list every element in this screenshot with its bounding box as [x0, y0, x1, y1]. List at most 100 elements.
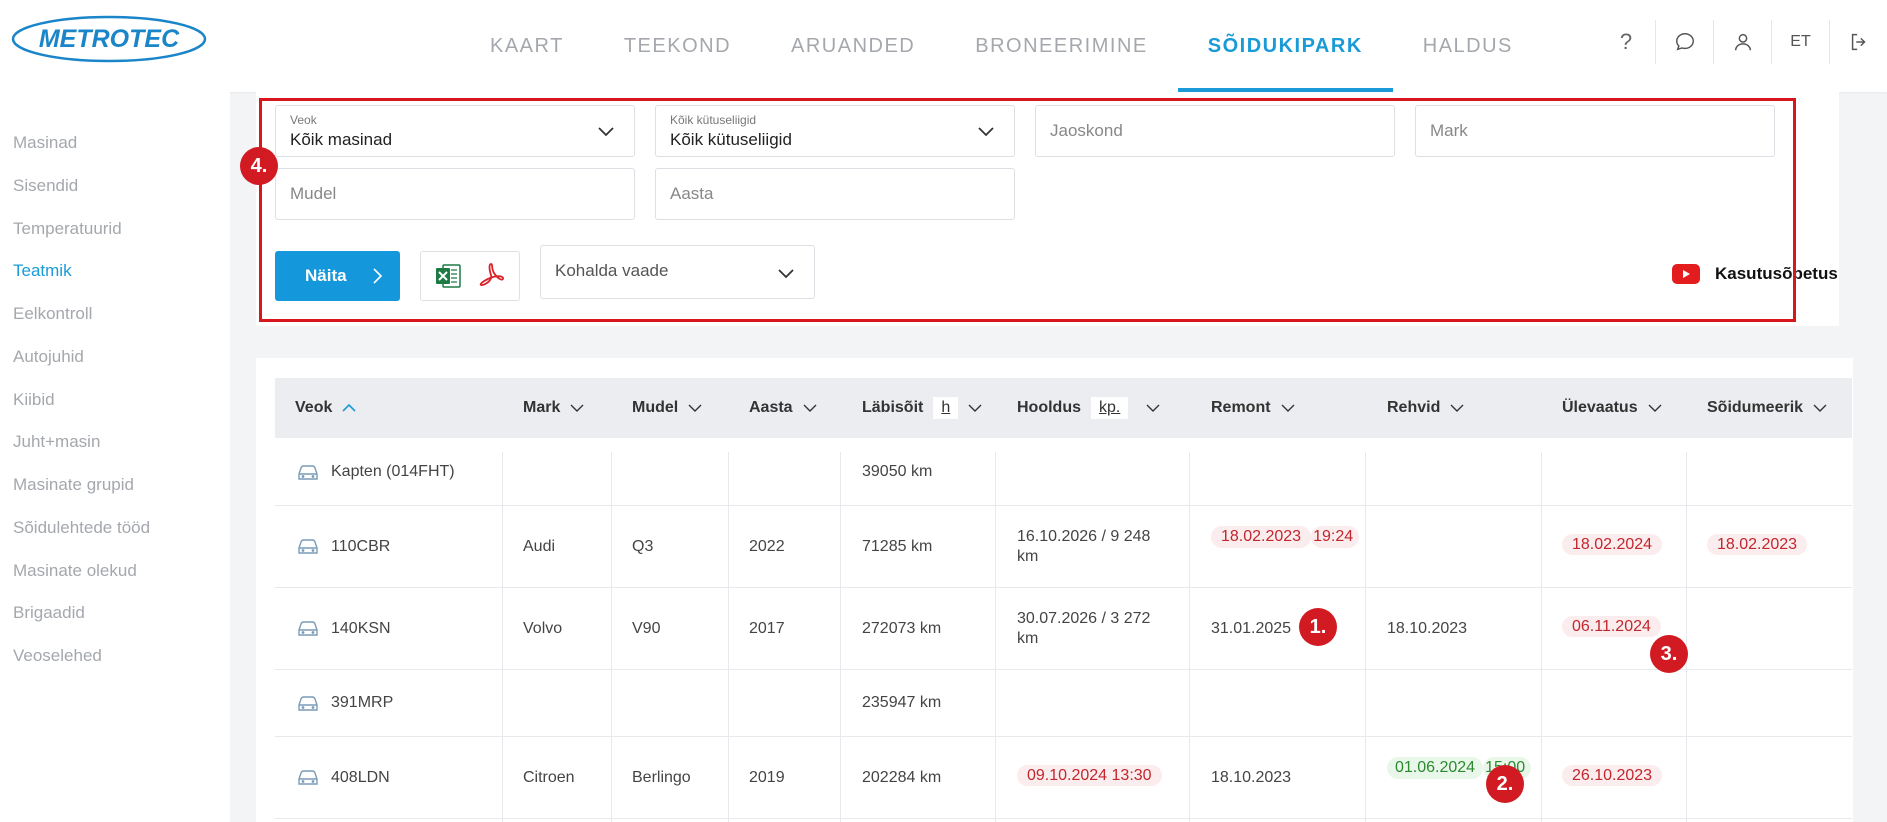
chat-icon[interactable]	[1655, 20, 1713, 64]
row-4-aasta: 2019	[749, 769, 785, 786]
sidebar-item-teatmik[interactable]: Teatmik	[13, 261, 72, 280]
row-0-veok[interactable]: Kapten (014FHT)	[331, 463, 455, 480]
row-1-ulevaatus: 18.02.2024	[1562, 534, 1663, 555]
nav-broneerimine[interactable]: BRONEERIMINE	[975, 34, 1148, 57]
row-2-veok[interactable]: 140KSN	[331, 620, 391, 637]
table-header	[275, 378, 1852, 438]
chevron-down-icon	[978, 127, 994, 137]
chevron-down-icon	[803, 404, 817, 412]
col-header-hooldus[interactable]: Hooldus kp.	[1017, 378, 1160, 438]
tutorial-link[interactable]: Kasutusõpetus	[1672, 264, 1838, 284]
nav-aruanded[interactable]: ARUANDED	[791, 34, 916, 57]
col-header-mark[interactable]: Mark	[523, 378, 584, 438]
car-icon	[298, 696, 318, 711]
sidebar-item-masinate-olekud[interactable]: Masinate olekud	[13, 561, 137, 580]
fuel-type-label: Kõik kütuseliigid	[670, 113, 757, 127]
col-divider	[1189, 452, 1190, 822]
metrotec-logo[interactable]: METROTEC	[10, 14, 208, 64]
col-header-aasta-label: Aasta	[749, 399, 793, 416]
language-selector[interactable]: ET	[1771, 20, 1829, 64]
col-header-aasta[interactable]: Aasta	[749, 378, 817, 438]
pdf-export-icon[interactable]	[476, 261, 506, 291]
sidebar-item-masinad[interactable]: Masinad	[13, 133, 78, 152]
col-header-rehvid-label: Rehvid	[1387, 399, 1441, 416]
chevron-down-icon	[968, 404, 982, 412]
nav-soidukipark[interactable]: SÕIDUKIPARK	[1177, 0, 1393, 92]
col-header-remont[interactable]: Remont	[1211, 378, 1295, 438]
view-select-value: Kohalda vaade	[555, 261, 669, 280]
col-divider	[840, 452, 841, 822]
row-divider	[275, 736, 1852, 737]
chevron-up-icon	[342, 403, 356, 412]
annotation-badge-2: 2.	[1486, 765, 1524, 803]
car-icon	[298, 465, 318, 480]
mark-placeholder: Mark	[1430, 121, 1468, 140]
row-2-rehvid: 18.10.2023	[1387, 620, 1468, 637]
row-4-remont: 18.10.2023	[1211, 769, 1292, 786]
view-select[interactable]: Kohalda vaade	[540, 245, 815, 299]
row-4-veok[interactable]: 408LDN	[331, 769, 390, 786]
sidebar-item-autojuhid[interactable]: Autojuhid	[13, 347, 84, 366]
col-header-rehvid[interactable]: Rehvid	[1387, 378, 1464, 438]
car-icon	[298, 539, 318, 554]
show-button[interactable]: Näita	[275, 251, 400, 301]
row-2-ulevaatus: 06.11.2024	[1562, 616, 1661, 637]
col-header-ulevaatus[interactable]: Ülevaatus	[1562, 378, 1662, 438]
sidebar-item-temperatuurid[interactable]: Temperatuurid	[13, 219, 122, 238]
col-header-mark-label: Mark	[523, 399, 561, 416]
col-header-remont-label: Remont	[1211, 399, 1271, 416]
row-1-mudel: Q3	[632, 538, 654, 555]
labisoit-unit-toggle[interactable]: h	[933, 397, 959, 419]
row-1-veok[interactable]: 110CBR	[331, 538, 391, 555]
col-header-mudel[interactable]: Mudel	[632, 378, 702, 438]
sidebar-item-brigaadid[interactable]: Brigaadid	[13, 603, 85, 622]
logout-icon[interactable]	[1829, 20, 1887, 64]
chevron-down-icon	[1450, 404, 1464, 412]
row-3-labisoit: 235947 km	[862, 694, 942, 711]
sidebar-item-masinate-grupid[interactable]: Masinate grupid	[13, 475, 134, 494]
col-header-veok[interactable]: Veok	[295, 378, 356, 438]
col-divider	[995, 452, 996, 822]
row-4-mudel: Berlingo	[632, 769, 691, 786]
veok-select[interactable]: Veok Kõik masinad	[275, 105, 635, 157]
sidebar-item-veoselehed[interactable]: Veoselehed	[13, 646, 102, 665]
row-divider	[275, 669, 1852, 670]
aasta-field[interactable]: Aasta	[655, 168, 1015, 220]
main-nav: KAART TEEKOND ARUANDED BRONEERIMINE SÕID…	[460, 0, 1543, 92]
row-1-mark: Audi	[523, 538, 556, 555]
jaoskond-field[interactable]: Jaoskond	[1035, 105, 1395, 157]
col-divider	[728, 452, 729, 822]
nav-kaart[interactable]: KAART	[490, 34, 564, 57]
chevron-down-icon	[1146, 404, 1160, 412]
nav-haldus[interactable]: HALDUS	[1422, 34, 1513, 57]
row-1-hooldus: 16.10.2026 / 9 248 km	[1017, 528, 1151, 565]
fuel-type-value: Kõik kütuseliigid	[670, 130, 792, 149]
help-icon[interactable]: ?	[1619, 29, 1633, 54]
col-header-soidumeerik[interactable]: Sõidumeerik	[1707, 378, 1827, 438]
sidebar-item-juht-masin[interactable]: Juht+masin	[13, 432, 101, 451]
user-icon[interactable]	[1713, 20, 1771, 64]
chevron-down-icon	[1813, 404, 1827, 412]
annotation-badge-3: 3.	[1650, 635, 1688, 673]
annotation-badge-4: 4.	[240, 147, 278, 185]
col-header-labisoit[interactable]: Läbisõit h	[862, 378, 982, 438]
excel-export-icon[interactable]	[434, 262, 462, 290]
export-buttons	[420, 251, 520, 301]
mark-field[interactable]: Mark	[1415, 105, 1775, 157]
svg-text:METROTEC: METROTEC	[39, 25, 180, 53]
sidebar-item-sisendid[interactable]: Sisendid	[13, 176, 79, 195]
row-1-labisoit: 71285 km	[862, 538, 933, 555]
chevron-down-icon	[598, 127, 614, 137]
mudel-field[interactable]: Mudel	[275, 168, 635, 220]
row-divider	[275, 587, 1852, 588]
chevron-down-icon	[1648, 404, 1662, 412]
fuel-type-select[interactable]: Kõik kütuseliigid Kõik kütuseliigid	[655, 105, 1015, 157]
sidebar-item-eelkontroll[interactable]: Eelkontroll	[13, 304, 93, 323]
sidebar-item-kiibid[interactable]: Kiibid	[13, 390, 55, 409]
chevron-down-icon	[778, 269, 794, 279]
chevron-down-icon	[570, 404, 584, 412]
sidebar-item-soidulehtede-tood[interactable]: Sõidulehtede tööd	[13, 518, 151, 537]
hooldus-unit-toggle[interactable]: kp.	[1091, 397, 1129, 419]
row-3-veok[interactable]: 391MRP	[331, 694, 394, 711]
nav-teekond[interactable]: TEEKOND	[623, 34, 732, 57]
